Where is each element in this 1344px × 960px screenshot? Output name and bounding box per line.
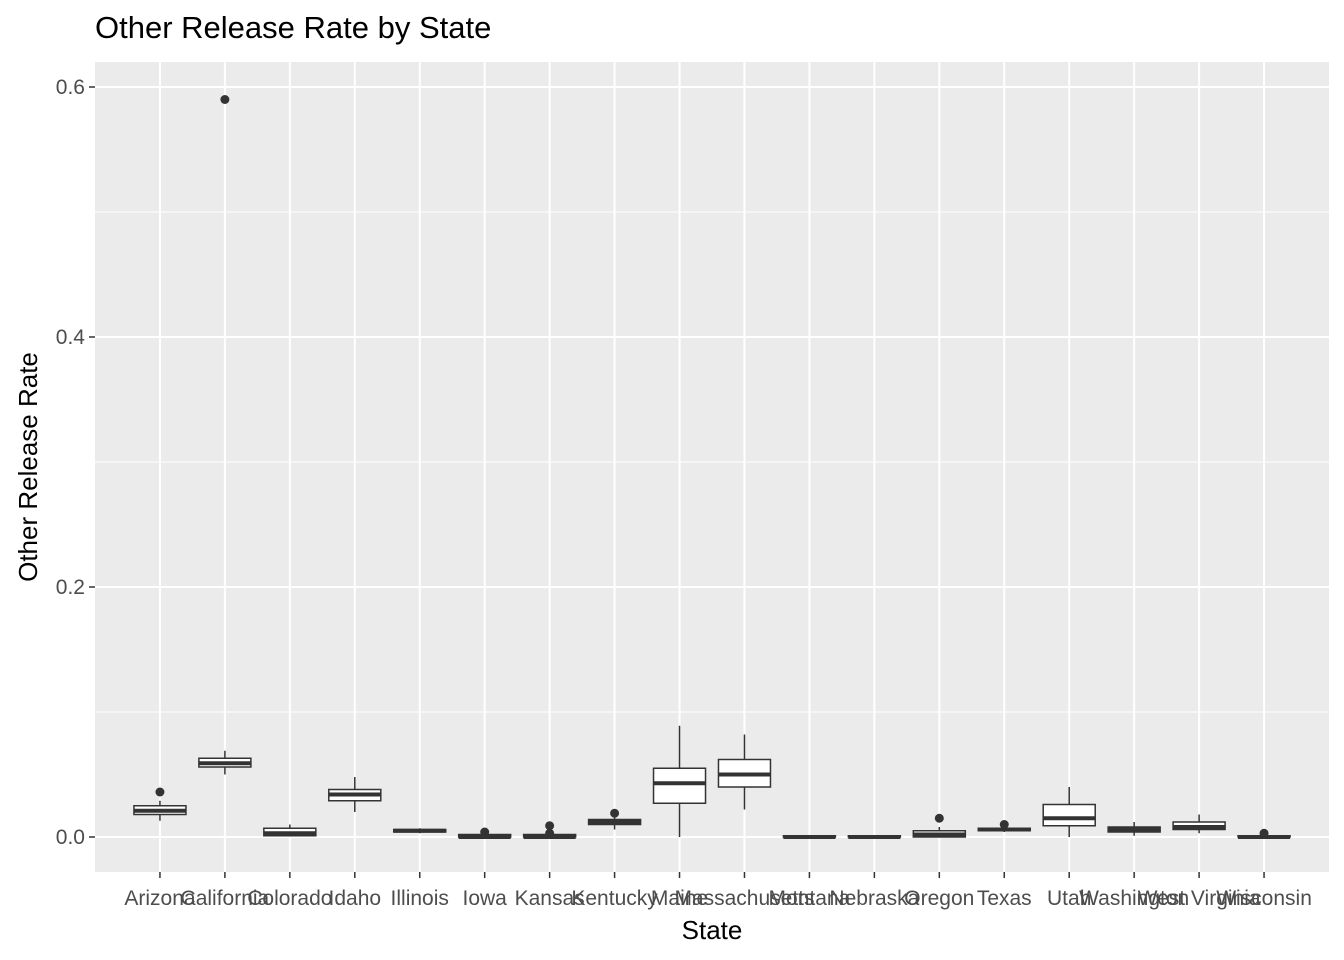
x-tick-label: California: [181, 887, 270, 910]
grid-major-lines: [95, 62, 1329, 872]
box-kentucky: [587, 808, 642, 830]
y-axis-ticks: 0.0 0.2 0.4 0.6: [56, 76, 95, 849]
outlier-point: [480, 827, 490, 837]
box-arizona: [133, 787, 187, 821]
box-body: [1042, 803, 1096, 827]
chart-title: Other Release Rate by State: [95, 10, 492, 45]
grid-minor-lines: [95, 211, 1329, 713]
outlier-point: [1259, 828, 1269, 838]
y-tick-label: 0.6: [56, 76, 85, 99]
outlier-point: [934, 813, 944, 823]
plot-panel: [95, 62, 1329, 872]
box-washington: [1107, 822, 1161, 836]
outlier-point: [610, 808, 620, 818]
box-idaho: [328, 777, 382, 812]
y-axis-title: Other Release Rate: [13, 352, 43, 582]
outlier-point: [155, 787, 165, 797]
box-utah: [1042, 787, 1096, 837]
box-wisconsin: [1237, 828, 1291, 839]
x-tick-label: Utah: [1047, 887, 1091, 910]
y-tick-label: 0.4: [56, 326, 86, 349]
box-body: [652, 767, 707, 804]
x-tick-label: Texas: [977, 887, 1032, 910]
box-kansas: [522, 821, 577, 839]
box-maine: [652, 725, 707, 837]
x-axis-title: State: [682, 915, 743, 945]
outlier-point: [220, 95, 230, 104]
x-tick-label: Arizona: [124, 887, 196, 910]
x-tick-label: Massachusetts: [674, 887, 814, 910]
x-tick-label: Maine: [651, 887, 708, 910]
outlier-point: [545, 821, 555, 831]
y-tick-label: 0.2: [56, 576, 85, 599]
x-tick-label: Kansas: [515, 887, 585, 910]
x-tick-label: Idaho: [329, 887, 382, 910]
y-tick-label: 0.0: [56, 826, 85, 849]
x-tick-label: Illinois: [391, 887, 449, 910]
x-tick-label: Iowa: [463, 887, 508, 910]
box-california: [198, 95, 252, 775]
box-iowa: [457, 827, 512, 839]
box-colorado: [263, 824, 317, 837]
x-tick-label: West Virginia: [1138, 887, 1261, 910]
box-illinois: [392, 828, 447, 834]
box-series: [133, 95, 1291, 839]
box-oregon: [912, 813, 967, 838]
x-tick-label: Colorado: [247, 887, 332, 910]
box-texas: [977, 820, 1032, 832]
x-tick-label: Montana: [769, 887, 851, 910]
box-nebraska: [847, 835, 902, 839]
x-tick-label: Kentucky: [571, 887, 658, 910]
box-montana: [782, 835, 837, 839]
outlier-point: [545, 828, 555, 838]
x-tick-label: Washington: [1079, 887, 1189, 910]
x-tick-label: Wisconsin: [1216, 887, 1312, 910]
x-tick-label: Nebraska: [829, 887, 919, 910]
box-massachusetts: [717, 734, 772, 810]
box-west-virginia: [1172, 814, 1226, 834]
outlier-point: [999, 820, 1009, 829]
x-tick-label: Oregon: [904, 887, 974, 910]
